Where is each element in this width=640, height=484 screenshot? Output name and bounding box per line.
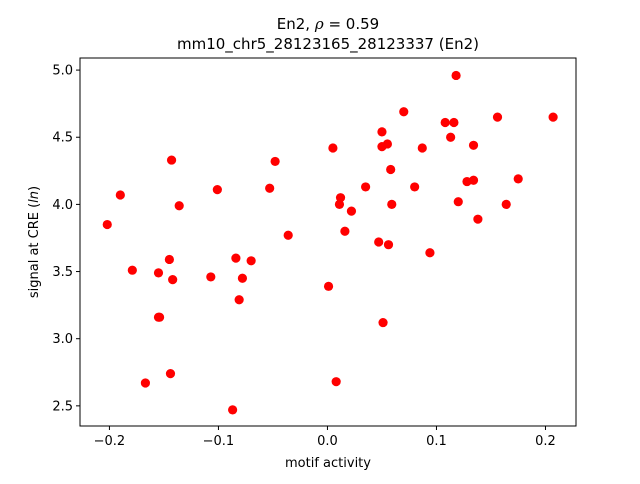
data-point-12 bbox=[206, 272, 216, 282]
data-point-16 bbox=[234, 295, 244, 305]
data-point-38 bbox=[399, 107, 409, 117]
data-point-3 bbox=[140, 378, 151, 388]
data-point-48 bbox=[468, 140, 479, 150]
data-point-1 bbox=[115, 190, 125, 200]
data-point-44 bbox=[449, 117, 459, 128]
data-point-31 bbox=[377, 127, 387, 137]
y-axis-label: signal at CRE (ln) bbox=[27, 186, 42, 298]
y-tick-label: 4.0 bbox=[52, 198, 73, 213]
data-point-35 bbox=[383, 240, 394, 250]
plot-area bbox=[102, 70, 558, 415]
data-point-27 bbox=[340, 226, 350, 236]
data-point-28 bbox=[346, 206, 357, 216]
data-point-24 bbox=[331, 377, 341, 387]
data-point-10 bbox=[168, 275, 178, 285]
data-point-30 bbox=[374, 237, 384, 247]
chart-title-line2: mm10_chr5_28123165_28123337 (En2) bbox=[177, 35, 479, 54]
data-point-22 bbox=[323, 281, 334, 291]
x-tick-label: −0.2 bbox=[94, 434, 126, 449]
y-tick-label: 5.0 bbox=[52, 64, 73, 79]
data-point-20 bbox=[270, 156, 280, 167]
data-point-46 bbox=[453, 197, 463, 207]
x-tick-label: 0.0 bbox=[317, 434, 338, 449]
data-point-29 bbox=[361, 182, 371, 192]
data-point-2 bbox=[127, 265, 137, 275]
data-point-45 bbox=[451, 70, 461, 81]
data-point-52 bbox=[501, 199, 511, 209]
x-tick-label: −0.1 bbox=[203, 434, 235, 449]
y-tick-label: 3.0 bbox=[52, 332, 73, 347]
data-point-9 bbox=[166, 155, 177, 165]
data-point-43 bbox=[446, 132, 456, 142]
data-point-15 bbox=[231, 253, 241, 263]
data-point-40 bbox=[417, 143, 427, 153]
data-point-42 bbox=[440, 117, 450, 128]
data-point-26 bbox=[335, 193, 346, 203]
data-point-6 bbox=[154, 312, 165, 322]
data-point-21 bbox=[283, 230, 293, 240]
data-point-37 bbox=[387, 199, 397, 209]
x-tick-label: 0.2 bbox=[535, 434, 556, 449]
y-tick-label: 2.5 bbox=[52, 399, 73, 414]
data-point-34 bbox=[382, 139, 393, 149]
data-point-54 bbox=[548, 112, 558, 122]
data-point-49 bbox=[468, 175, 479, 185]
data-point-53 bbox=[513, 174, 523, 184]
data-point-51 bbox=[492, 112, 503, 122]
data-point-19 bbox=[265, 183, 275, 193]
x-axis-label: motif activity bbox=[285, 456, 371, 471]
axes-frame bbox=[79, 57, 577, 427]
data-point-11 bbox=[174, 201, 184, 211]
data-point-13 bbox=[212, 185, 222, 195]
data-point-8 bbox=[165, 369, 176, 379]
data-point-0 bbox=[102, 219, 112, 230]
x-tick-label: 0.1 bbox=[426, 434, 447, 449]
data-point-23 bbox=[328, 143, 338, 153]
y-tick-label: 3.5 bbox=[52, 265, 73, 280]
chart-title-line1: En2, ρ = 0.59 bbox=[277, 15, 379, 33]
data-point-17 bbox=[237, 273, 248, 283]
y-tick-label: 4.5 bbox=[52, 131, 73, 146]
data-point-39 bbox=[410, 182, 420, 192]
data-point-18 bbox=[246, 256, 256, 266]
y-axis: 2.5 3.0 3.5 4.0 4.5 5.0 bbox=[52, 64, 80, 414]
data-point-7 bbox=[164, 254, 174, 265]
data-point-36 bbox=[386, 164, 396, 175]
x-axis: −0.2 −0.1 0.0 0.1 0.2 bbox=[94, 426, 556, 449]
data-point-41 bbox=[425, 248, 435, 258]
data-point-50 bbox=[473, 214, 483, 224]
data-point-14 bbox=[228, 405, 238, 415]
data-point-33 bbox=[378, 317, 388, 328]
data-point-4 bbox=[153, 268, 164, 278]
